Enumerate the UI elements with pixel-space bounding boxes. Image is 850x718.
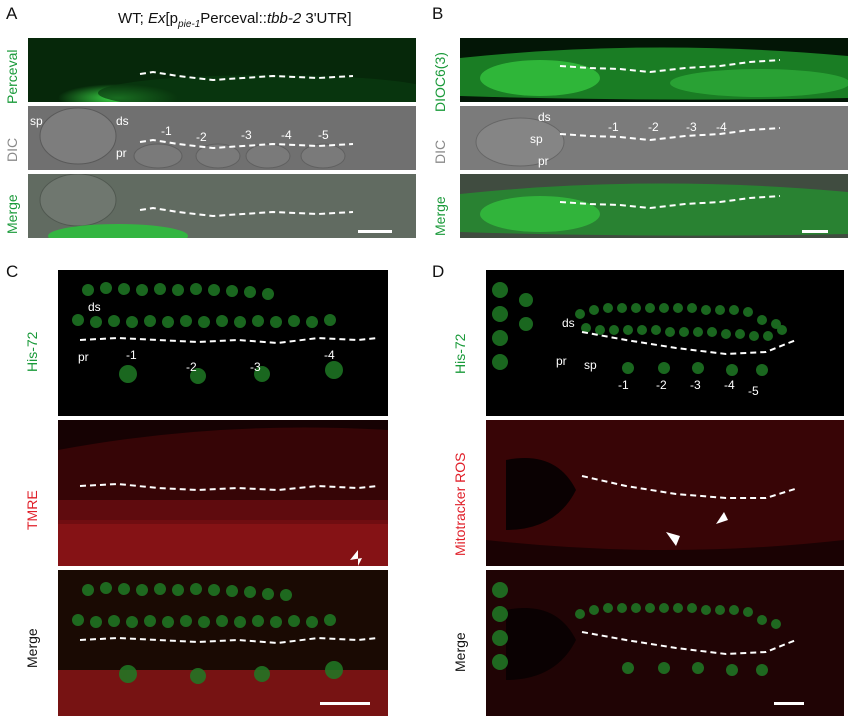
panel-c-row-tmre-label: TMRE: [24, 490, 40, 530]
panel-c-row-merge-label: Merge: [24, 628, 40, 668]
panel-d-row-his72-label: His-72: [452, 333, 468, 374]
panel-d-his72-image: ds pr sp -1 -2 -3 -4 -5: [486, 270, 844, 416]
panel-a-row-perceval-label: Perceval: [4, 49, 20, 104]
panel-b-letter: B: [432, 4, 444, 23]
panel-b-label-ds: ds: [538, 110, 551, 124]
panel-d-label-oocyte-1: -1: [618, 378, 629, 392]
panel-b-row-dic-label: DIC: [432, 139, 448, 164]
panel-c-merge-image: [58, 570, 388, 716]
panel-b-dioc6-image: [460, 38, 848, 102]
panel-c-tmre-image: [58, 420, 388, 566]
panel-a-label-oocyte-1: -1: [161, 124, 172, 138]
panel-a-label-oocyte-5: -5: [318, 128, 329, 142]
panel-d-mitotracker-image: [486, 420, 844, 566]
panel-d-label-oocyte-5: -5: [748, 384, 759, 398]
panel-c-label-oocyte-4: -4: [324, 348, 335, 362]
panel-c-row-his72-label: His-72: [24, 331, 40, 372]
panel-d-label-pr: pr: [556, 354, 567, 368]
panel-b-merge-image: [460, 174, 848, 238]
panel-a-row-dic-label: DIC: [4, 137, 20, 162]
panel-d-label-oocyte-2: -2: [656, 378, 667, 392]
panel-b-label-oocyte-1: -1: [608, 120, 619, 134]
panel-b-label-pr: pr: [538, 154, 549, 168]
panel-c-label-ds: ds: [88, 300, 101, 314]
panel-c-his72-image: ds pr -1 -2 -3 -4: [58, 270, 388, 416]
panel-d-merge-image: [486, 570, 844, 716]
panel-d-label-sp: sp: [584, 358, 597, 372]
panel-d-row-merge-label: Merge: [452, 632, 468, 672]
panel-a-dic-image: sp ds pr -1 -2 -3 -4 -5: [28, 106, 416, 170]
panel-a-label-oocyte-4: -4: [281, 128, 292, 142]
panel-d-row-mitotracker-label: Mitotracker ROS: [452, 452, 468, 556]
panel-a-label-oocyte-3: -3: [241, 128, 252, 142]
panel-b-label-oocyte-4: -4: [716, 120, 727, 134]
panel-d-label-ds: ds: [562, 316, 575, 330]
panel-b-label-oocyte-2: -2: [648, 120, 659, 134]
panel-a-title: WT; Ex[ppie-1Perceval::tbb-2 3'UTR]: [118, 10, 352, 30]
panel-b-label-oocyte-3: -3: [686, 120, 697, 134]
panel-b-dic-image: ds sp pr -1 -2 -3 -4: [460, 106, 848, 170]
panel-c-label-oocyte-1: -1: [126, 348, 137, 362]
panel-a-perceval-image: [28, 38, 416, 102]
panel-c-label-oocyte-2: -2: [186, 360, 197, 374]
panel-d-label-oocyte-4: -4: [724, 378, 735, 392]
panel-c-label-pr: pr: [78, 350, 89, 364]
panel-b-row-dioc6-label: DIOC6(3): [432, 52, 448, 112]
panel-d-letter: D: [432, 262, 445, 281]
panel-c-label-oocyte-3: -3: [250, 360, 261, 374]
panel-b-label-sp: sp: [530, 132, 543, 146]
panel-d-label-oocyte-3: -3: [690, 378, 701, 392]
panel-a-label-oocyte-2: -2: [196, 130, 207, 144]
panel-c-letter: C: [6, 262, 19, 281]
panel-a-row-merge-label: Merge: [4, 194, 20, 234]
panel-a-label-sp: sp: [30, 114, 43, 128]
panel-a-letter: A: [6, 4, 18, 23]
panel-a-label-pr: pr: [116, 146, 127, 160]
panel-a-merge-image: [28, 174, 416, 238]
panel-a-label-ds: ds: [116, 114, 129, 128]
panel-b-row-merge-label: Merge: [432, 196, 448, 236]
